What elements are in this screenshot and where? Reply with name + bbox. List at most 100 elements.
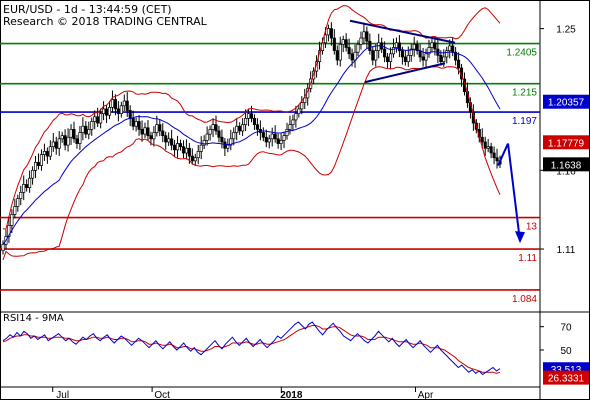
candle-body [140,129,144,135]
candle-body [492,152,496,159]
candle-body [158,124,162,132]
candle-body [424,53,428,61]
candle-body [303,97,307,103]
candle-body [229,138,233,146]
candle-body [433,42,437,50]
candle-body [190,155,194,162]
x-tick-label: Apr [418,390,434,400]
candle-body [353,51,357,61]
bollinger-lower [2,66,501,261]
candle-body [326,28,330,36]
candle-body [187,147,191,157]
candle-body [421,56,425,61]
triangle-upper-line [349,19,456,44]
candle-body [208,129,212,135]
candle-body [220,136,224,143]
candle-body [170,138,174,146]
candle-body [403,56,407,63]
candle-body [164,135,168,143]
candle-body [495,157,499,162]
candle-body [39,154,44,166]
candle-body [486,146,490,149]
candle-body [226,144,230,149]
candle-body [359,37,363,45]
candle-body [137,121,141,130]
candle-body [51,141,55,148]
candle-body [232,132,236,140]
candle-body [244,118,248,126]
candle-body [104,108,109,116]
price-badge [543,94,589,109]
candle-body [196,151,200,159]
candle-body [430,42,434,48]
candle-body [72,129,76,140]
candle-body [143,127,147,135]
candle-body [36,162,41,166]
candle-body [193,157,197,162]
candle-body [54,141,58,149]
candle-body [161,130,165,137]
candle-body [451,45,455,53]
candle-body [69,129,73,138]
candle-body [374,50,378,61]
candle-body [78,132,82,144]
rsi-line [2,321,501,376]
candle-body [457,59,461,69]
candle-body [445,50,449,58]
candle-body [344,39,348,48]
candle-body [448,45,452,52]
x-tick-label: Jul [56,390,69,400]
candle-body [335,50,339,61]
rsi-y-tick-label: 50 [560,346,572,357]
candle-body [199,144,203,152]
candle-body [279,140,283,144]
candle-body [394,42,399,48]
candle-body [7,225,11,237]
y-tick-label: 1.16 [556,166,576,177]
candle-body [406,55,410,63]
candle-body [246,113,251,119]
price-badge-label: 1.17779 [548,138,585,149]
candle-body [255,124,259,130]
candle-body [483,141,487,149]
triangle-lower-line [364,62,446,84]
candle-body [28,177,32,188]
candle-body [377,42,381,52]
candle-body [48,146,52,157]
candle-body [261,132,265,138]
candle-body [297,108,301,114]
candle-body [489,146,493,154]
candle-body [175,143,180,151]
candle-body [282,135,286,141]
price-badge [543,135,589,150]
candle-body [22,184,26,193]
candle-body [181,146,186,154]
candle-body [134,121,138,127]
candle-body [93,116,97,122]
candle-body [454,51,458,61]
candle-body [63,135,67,146]
candle-body [66,136,70,146]
candle-body [155,124,159,133]
forecast-arrow-line [507,143,521,242]
candle-body [365,31,369,42]
candle-body [238,125,242,132]
level-label: 13 [526,222,538,233]
candle-body [131,118,135,127]
candle-body [288,124,292,130]
candle-body [75,138,79,144]
candle-body [235,125,239,133]
candle-body [415,44,419,52]
y-tick-label: 1.11 [557,245,576,256]
candle-body [276,138,280,144]
candle-body [110,99,115,108]
candle-body [211,124,215,130]
chart-title: EUR/USD - 1d - 13:44:59 (CET) [3,3,172,16]
candle-body [57,138,61,149]
candle-body [442,56,446,63]
candle-body [102,108,106,114]
candle-body [223,141,227,149]
candle-body [388,53,393,63]
y-tick-label: 1.25 [556,25,576,36]
rsi-ma-badge [543,370,589,385]
